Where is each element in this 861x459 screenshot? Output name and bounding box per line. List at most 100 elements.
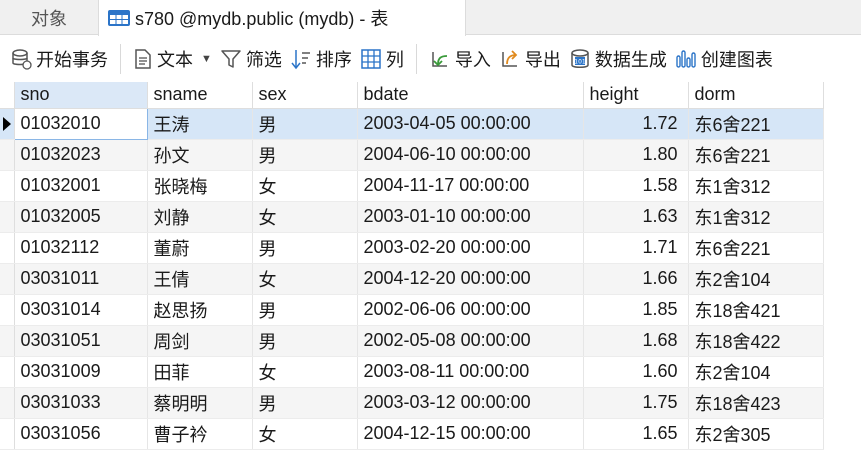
cell-dorm[interactable]: 东6舍221 xyxy=(688,139,824,171)
cell-dorm[interactable]: 东2舍104 xyxy=(688,263,824,295)
begin-transaction-button[interactable]: 开始事务 xyxy=(6,42,112,76)
cell-bdate[interactable]: 2003-01-10 00:00:00 xyxy=(357,201,584,233)
import-button[interactable]: 导入 xyxy=(425,42,495,76)
table-row[interactable]: 03031033 蔡明明男 2003-03-12 00:00:00 1.75 东18舍4… xyxy=(0,387,824,419)
cell-sex[interactable]: 男 xyxy=(252,232,358,264)
row-indicator[interactable] xyxy=(0,139,15,171)
cell-height[interactable]: 1.85 xyxy=(583,294,689,326)
table-row[interactable]: 03031014 赵思扬男 2002-06-06 00:00:00 1.85 东18舍4… xyxy=(0,294,824,326)
cell-bdate[interactable]: 2004-12-20 00:00:00 xyxy=(357,263,584,295)
cell-dorm[interactable]: 东2舍104 xyxy=(688,356,824,388)
cell-sno[interactable]: 03031009 xyxy=(14,356,148,388)
row-indicator[interactable] xyxy=(0,108,15,140)
table-row[interactable]: 01032112 董蔚男 2003-02-20 00:00:00 1.71 东6舍221 xyxy=(0,232,824,264)
cell-bdate[interactable]: 2004-11-17 00:00:00 xyxy=(357,170,584,202)
cell-sname[interactable]: 蔡明明 xyxy=(147,387,253,419)
table-row[interactable]: 01032010 王涛男 2003-04-05 00:00:00 1.72 东6舍221 xyxy=(0,107,824,140)
cell-height[interactable]: 1.63 xyxy=(583,201,689,233)
row-indicator[interactable] xyxy=(0,263,15,295)
columns-button[interactable]: 列 xyxy=(356,42,408,76)
cell-sex[interactable]: 女 xyxy=(252,263,358,295)
cell-sname[interactable]: 张晓梅 xyxy=(147,170,253,202)
column-header-height[interactable]: height xyxy=(583,82,689,109)
cell-sex[interactable]: 女 xyxy=(252,170,358,202)
filter-button[interactable]: 筛选 xyxy=(216,42,286,76)
row-indicator[interactable] xyxy=(0,418,15,450)
cell-height[interactable]: 1.80 xyxy=(583,139,689,171)
cell-sex[interactable]: 男 xyxy=(252,387,358,419)
cell-sno[interactable]: 01032005 xyxy=(14,201,148,233)
row-indicator[interactable] xyxy=(0,387,15,419)
cell-sname[interactable]: 孙文 xyxy=(147,139,253,171)
cell-dorm[interactable]: 东1舍312 xyxy=(688,170,824,202)
row-indicator[interactable] xyxy=(0,294,15,326)
caret-down-icon[interactable]: ▼ xyxy=(201,53,212,65)
column-header-sex[interactable]: sex xyxy=(252,82,358,109)
cell-sex[interactable]: 男 xyxy=(252,294,358,326)
cell-dorm[interactable]: 东1舍312 xyxy=(688,201,824,233)
column-header-sno[interactable]: sno xyxy=(14,82,148,109)
cell-sno[interactable]: 01032001 xyxy=(14,170,148,202)
cell-dorm[interactable]: 东2舍305 xyxy=(688,418,824,450)
cell-bdate[interactable]: 2003-02-20 00:00:00 xyxy=(357,232,584,264)
cell-sname[interactable]: 王涛 xyxy=(147,108,253,140)
cell-dorm[interactable]: 东18舍423 xyxy=(688,387,824,419)
sort-button[interactable]: 排序 xyxy=(286,42,356,76)
cell-sno[interactable]: 03031011 xyxy=(14,263,148,295)
cell-bdate[interactable]: 2004-06-10 00:00:00 xyxy=(357,139,584,171)
cell-sname[interactable]: 田菲 xyxy=(147,356,253,388)
cell-sno[interactable]: 01032010 xyxy=(13,107,148,140)
cell-sname[interactable]: 曹子衿 xyxy=(147,418,253,450)
table-row[interactable]: 01032001 张晓梅女 2004-11-17 00:00:00 1.58 东1舍31… xyxy=(0,170,824,202)
table-row[interactable]: 01032023 孙文男 2004-06-10 00:00:00 1.80 东6舍221 xyxy=(0,139,824,171)
cell-height[interactable]: 1.71 xyxy=(583,232,689,264)
cell-dorm[interactable]: 东18舍421 xyxy=(688,294,824,326)
tab-objects[interactable]: 对象 xyxy=(0,0,98,35)
column-header-sname[interactable]: sname xyxy=(147,82,253,109)
cell-bdate[interactable]: 2003-04-05 00:00:00 xyxy=(357,108,584,140)
cell-height[interactable]: 1.58 xyxy=(583,170,689,202)
row-indicator[interactable] xyxy=(0,170,15,202)
table-row[interactable]: 03031056 曹子衿女 2004-12-15 00:00:00 1.65 东2舍30… xyxy=(0,418,824,450)
table-row[interactable]: 03031051 周剑男 2002-05-08 00:00:00 1.68 东18舍42… xyxy=(0,325,824,357)
cell-dorm[interactable]: 东6舍221 xyxy=(688,232,824,264)
cell-sex[interactable]: 男 xyxy=(252,139,358,171)
cell-sname[interactable]: 王倩 xyxy=(147,263,253,295)
cell-bdate[interactable]: 2002-05-08 00:00:00 xyxy=(357,325,584,357)
column-header-bdate[interactable]: bdate xyxy=(357,82,584,109)
cell-sno[interactable]: 03031014 xyxy=(14,294,148,326)
cell-sno[interactable]: 03031056 xyxy=(14,418,148,450)
cell-sno[interactable]: 01032112 xyxy=(14,232,148,264)
cell-sex[interactable]: 女 xyxy=(252,418,358,450)
cell-sex[interactable]: 女 xyxy=(252,201,358,233)
cell-sname[interactable]: 赵思扬 xyxy=(147,294,253,326)
cell-height[interactable]: 1.65 xyxy=(583,418,689,450)
column-header-dorm[interactable]: dorm xyxy=(688,82,824,109)
create-chart-button[interactable]: 创建图表 xyxy=(671,42,777,76)
cell-sname[interactable]: 刘静 xyxy=(147,201,253,233)
cell-sno[interactable]: 03031051 xyxy=(14,325,148,357)
cell-height[interactable]: 1.72 xyxy=(583,108,689,140)
export-button[interactable]: 导出 xyxy=(495,42,565,76)
data-generation-button[interactable]: 101 数据生成 xyxy=(565,42,671,76)
cell-sname[interactable]: 董蔚 xyxy=(147,232,253,264)
row-indicator[interactable] xyxy=(0,356,15,388)
cell-bdate[interactable]: 2002-06-06 00:00:00 xyxy=(357,294,584,326)
table-row[interactable]: 03031009 田菲女 2003-08-11 00:00:00 1.60 东2舍104 xyxy=(0,356,824,388)
cell-sno[interactable]: 03031033 xyxy=(14,387,148,419)
tab-table-s780[interactable]: s780 @mydb.public (mydb) - 表 xyxy=(98,0,466,36)
cell-dorm[interactable]: 东18舍422 xyxy=(688,325,824,357)
cell-dorm[interactable]: 东6舍221 xyxy=(688,108,824,140)
cell-bdate[interactable]: 2003-08-11 00:00:00 xyxy=(357,356,584,388)
cell-sex[interactable]: 男 xyxy=(252,325,358,357)
cell-sex[interactable]: 女 xyxy=(252,356,358,388)
text-view-button[interactable]: 文本 ▼ xyxy=(129,42,216,76)
cell-sno[interactable]: 01032023 xyxy=(14,139,148,171)
cell-bdate[interactable]: 2003-03-12 00:00:00 xyxy=(357,387,584,419)
table-row[interactable]: 03031011 王倩女 2004-12-20 00:00:00 1.66 东2舍104 xyxy=(0,263,824,295)
cell-sex[interactable]: 男 xyxy=(252,108,358,140)
cell-height[interactable]: 1.66 xyxy=(583,263,689,295)
cell-height[interactable]: 1.75 xyxy=(583,387,689,419)
row-indicator[interactable] xyxy=(0,232,15,264)
row-indicator[interactable] xyxy=(0,325,15,357)
